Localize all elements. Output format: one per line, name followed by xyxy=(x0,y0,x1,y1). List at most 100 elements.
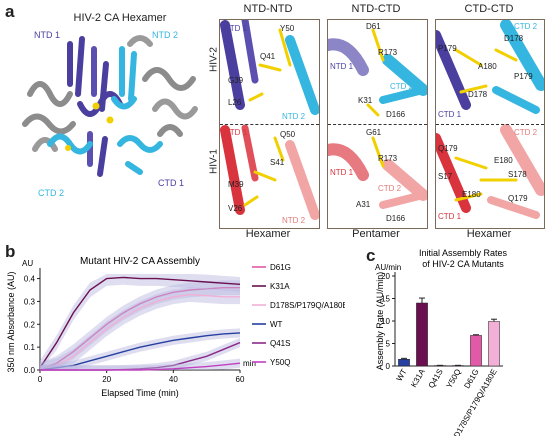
bar-y-unit-label: AU/min xyxy=(375,263,401,272)
bar-category-label-2: Q41S xyxy=(427,368,445,390)
label-ntd1-p2-bot: NTD 1 xyxy=(330,168,354,177)
divider xyxy=(328,124,427,125)
label-g61: G61 xyxy=(366,128,382,137)
bar-chart-title-line2: of HIV-2 CA Mutants xyxy=(422,259,504,269)
label-d178b: D178 xyxy=(468,90,488,99)
label-l26: L26 xyxy=(228,98,242,107)
series-line-3 xyxy=(39,332,241,371)
bar-y-tick-label: 15 xyxy=(381,295,390,304)
x-tick-label: 40 xyxy=(169,375,178,384)
label-ctd2-p3-bot: CTD 2 xyxy=(514,128,538,137)
bar-y-tick-label: 20 xyxy=(381,272,390,281)
zoom-panel-ctd-ctd: CTD 2 P179 D178 A180 P179 D178 CTD 1 CTD… xyxy=(435,19,545,229)
col-title-ntd-ntd: NTD-NTD xyxy=(243,3,293,15)
y-tick-label: 0.1 xyxy=(24,343,36,352)
panel-c-label: c xyxy=(366,246,376,265)
label-d166-bot: D166 xyxy=(386,214,406,223)
y-tick-label: 0.0 xyxy=(24,366,36,375)
bar-category-label-3: Y50Q xyxy=(445,368,463,390)
hexamer-title: HIV-2 CA Hexamer xyxy=(73,12,167,24)
bar-y-tick-label: 0 xyxy=(386,362,391,371)
x-tick-label: 60 xyxy=(236,375,245,384)
label-ntd1-p2-top: NTD 1 xyxy=(330,62,354,71)
zoom-panel-ntd-ntd: Y50 Q41 G39 L26 NTD 1 NTD 2 Q50 S41 M39 … xyxy=(219,19,320,229)
label-q50: Q50 xyxy=(280,130,296,139)
label-a31: A31 xyxy=(356,200,371,209)
label-p179b: P179 xyxy=(514,72,533,81)
label-ctd2-p2-bot: CTD 2 xyxy=(378,184,402,193)
chart-title: Mutant HIV-2 CA Assembly xyxy=(80,256,200,267)
label-d61: D61 xyxy=(366,22,381,31)
bar-category-label-1: K31A xyxy=(409,367,427,389)
y-unit-label: AU xyxy=(22,259,33,268)
zoom-panel-ntd-ctd: D61 R173 NTD 1 CTD 2 K31 D166 G61 R173 N… xyxy=(327,19,428,229)
label-s17: S17 xyxy=(438,172,453,181)
label-ntd1-top: NTD 1 xyxy=(224,24,248,33)
label-r173-top: R173 xyxy=(378,48,398,57)
x-unit-label: min xyxy=(243,359,256,368)
series-line-0 xyxy=(39,287,240,371)
divider xyxy=(220,124,319,125)
legend-label-1: K31A xyxy=(270,282,290,291)
bar-y-tick-label: 5 xyxy=(386,340,391,349)
label-a180: A180 xyxy=(478,62,497,71)
x-axis-label: Elapsed Time (min) xyxy=(101,388,179,398)
series-line-5 xyxy=(40,362,241,371)
series-line-2 xyxy=(39,293,240,371)
bar-1 xyxy=(416,302,428,367)
label-s178: S178 xyxy=(508,170,527,179)
label-ctd2-p3-top: CTD 2 xyxy=(514,22,538,31)
label-ctd1-p3-bot: CTD 1 xyxy=(438,212,462,221)
label-s41: S41 xyxy=(270,158,285,167)
label-p179-top: P179 xyxy=(438,44,457,53)
legend-label-5: Y50Q xyxy=(270,358,290,367)
x-tick-label: 20 xyxy=(102,375,111,384)
series-line-1 xyxy=(39,276,241,369)
series-band-3 xyxy=(40,328,240,370)
row-label-hiv1: HIV-1 xyxy=(208,149,220,175)
x-tick-label: 0 xyxy=(38,375,43,384)
footer-hexamer-2: Hexamer xyxy=(466,228,512,240)
label-r173-bot: R173 xyxy=(378,154,398,163)
footer-pentamer: Pentamer xyxy=(352,228,400,240)
divider xyxy=(436,124,544,125)
bar-category-label-4: D61G xyxy=(462,368,480,391)
hexamer-structure xyxy=(22,35,198,177)
label-d166-top: D166 xyxy=(386,110,406,119)
bar-chart-title-line1: Initial Assembly Rates xyxy=(419,248,508,258)
hex-ctd2-label: CTD 2 xyxy=(38,188,65,198)
series-band-4 xyxy=(40,338,240,370)
hex-ntd1-label: NTD 1 xyxy=(34,30,61,40)
assembly-line-chart: Mutant HIV-2 CA Assembly AU min 0.0 0.1 0.2 0.… xyxy=(6,256,345,398)
label-q179: Q179 xyxy=(438,144,458,153)
label-ntd2-top: NTD 2 xyxy=(282,112,306,121)
col-title-ntd-ctd: NTD-CTD xyxy=(351,3,401,15)
bar-5 xyxy=(488,321,500,367)
label-ntd2-bot: NTD 2 xyxy=(282,216,306,225)
hex-ntd2-label: NTD 2 xyxy=(152,30,179,40)
label-e180b: E180 xyxy=(462,190,481,199)
label-e180: E180 xyxy=(494,156,513,165)
y-tick-label: 0.4 xyxy=(24,275,36,284)
label-ntd1-bot: NTD 1 xyxy=(224,128,248,137)
legend-label-2: D178S/P179Q/A180E xyxy=(270,301,345,310)
label-q179b: Q179 xyxy=(508,194,528,203)
series-band-2 xyxy=(40,287,240,370)
y-axis-label: 350 nm Absorbance (AU) xyxy=(6,271,16,372)
legend-label-4: Q41S xyxy=(270,339,290,348)
bar-0 xyxy=(398,359,410,367)
hex-ctd1-label: CTD 1 xyxy=(158,178,185,188)
y-tick-label: 0.2 xyxy=(24,320,36,329)
y-tick-label: 0.3 xyxy=(24,297,36,306)
bar-y-axis-label: Assembly Rate (AU/min) xyxy=(375,272,385,371)
label-d178-top: D178 xyxy=(504,34,524,43)
label-m39: M39 xyxy=(228,180,244,189)
label-ctd1-p3-top: CTD 1 xyxy=(438,110,462,119)
bar-4 xyxy=(470,335,482,367)
label-v26: V26 xyxy=(228,204,243,213)
label-y50: Y50 xyxy=(280,24,295,33)
bar-category-label-0: WT xyxy=(395,367,409,382)
label-k31: K31 xyxy=(358,96,373,105)
legend-label-3: WT xyxy=(270,320,283,329)
